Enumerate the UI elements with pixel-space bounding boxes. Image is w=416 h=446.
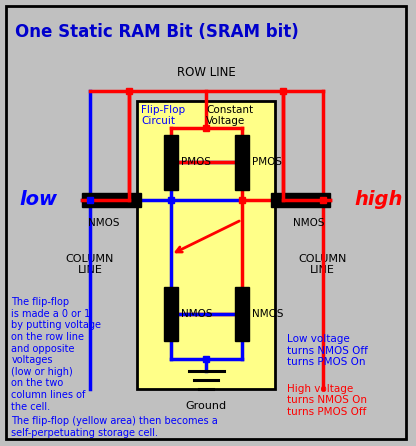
- Text: COLUMN
LINE: COLUMN LINE: [298, 254, 347, 275]
- Text: One Static RAM Bit (SRAM bit): One Static RAM Bit (SRAM bit): [15, 23, 299, 41]
- Text: The flip-flop (yellow area) then becomes a
self-perpetuating storage cell.: The flip-flop (yellow area) then becomes…: [11, 417, 218, 438]
- Text: PMOS: PMOS: [252, 157, 282, 167]
- Text: The flip-flop
is made a 0 or 1
by putting voltage
on the row line
and opposite
v: The flip-flop is made a 0 or 1 by puttin…: [11, 297, 101, 412]
- Text: High voltage
turns NMOS On
turns PMOS Off: High voltage turns NMOS On turns PMOS Of…: [287, 384, 367, 417]
- Bar: [82, 193, 141, 207]
- Text: high: high: [354, 190, 402, 210]
- Text: PMOS: PMOS: [181, 157, 210, 167]
- Text: NMOS: NMOS: [293, 218, 324, 228]
- Text: Ground: Ground: [186, 401, 227, 412]
- Text: NMOS: NMOS: [252, 309, 283, 319]
- Text: Flip-Flop
Circuit: Flip-Flop Circuit: [141, 105, 186, 126]
- Text: Low voltage
turns NMOS Off
turns PMOS On: Low voltage turns NMOS Off turns PMOS On: [287, 334, 368, 367]
- Bar: [235, 287, 249, 342]
- Bar: [137, 101, 275, 388]
- Text: Constant
Voltage: Constant Voltage: [206, 105, 253, 126]
- Bar: [164, 135, 178, 190]
- Text: NMOS: NMOS: [88, 218, 119, 228]
- Text: ROW LINE: ROW LINE: [177, 66, 235, 79]
- Bar: [164, 287, 178, 342]
- Text: COLUMN
LINE: COLUMN LINE: [66, 254, 114, 275]
- Text: low: low: [19, 190, 57, 210]
- Text: NMOS: NMOS: [181, 309, 212, 319]
- Bar: [271, 193, 330, 207]
- Bar: [235, 135, 249, 190]
